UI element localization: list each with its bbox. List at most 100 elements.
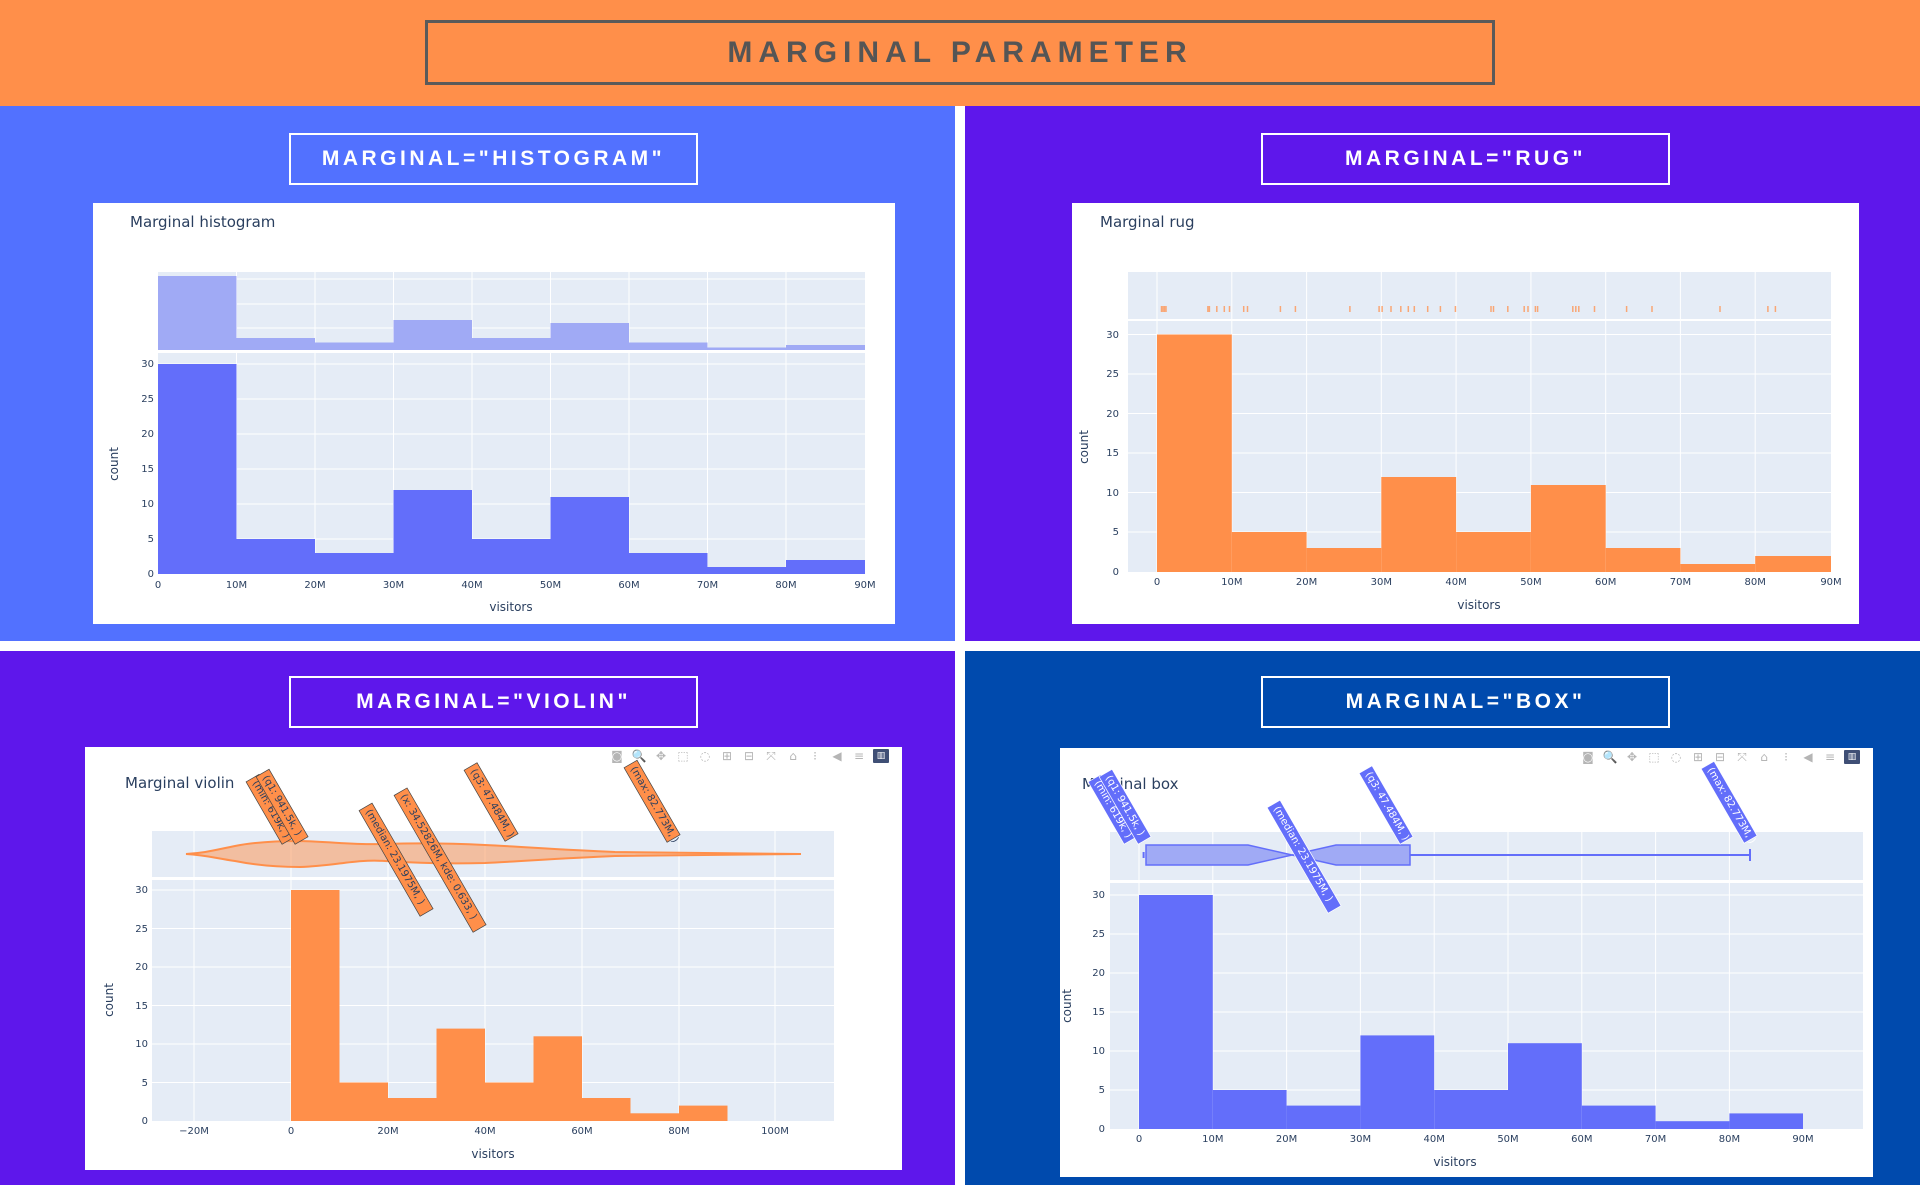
box-select-icon[interactable]: ⬚: [1648, 750, 1660, 764]
hover-compare-icon[interactable]: ≡: [853, 749, 865, 763]
svg-text:50M: 50M: [1520, 577, 1541, 588]
svg-text:0: 0: [148, 569, 154, 580]
pan-icon[interactable]: ✥: [655, 749, 667, 763]
box-plot[interactable]: [1142, 844, 1751, 866]
svg-text:80M: 80M: [775, 580, 796, 591]
svg-text:(q3: 47.484M, ): (q3: 47.484M, ): [468, 767, 516, 839]
svg-text:30M: 30M: [383, 580, 404, 591]
y-axis-ticks: 0 5 10 15 20 25 30: [141, 359, 154, 580]
zoom-icon[interactable]: 🔍: [1602, 750, 1618, 764]
rug-chart[interactable]: 0 5 10 15 20 25 30 0 10M 20M 30M 40M 50M 60M 70M 80…: [1072, 203, 1859, 624]
rug-label: MARGINAL="RUG": [1345, 147, 1586, 170]
x-axis-ticks: −20M 0 20M 40M 60M 80M 100M: [179, 1126, 789, 1137]
pan-icon[interactable]: ✥: [1626, 750, 1638, 764]
svg-text:10M: 10M: [1202, 1134, 1223, 1145]
svg-text:0: 0: [288, 1126, 294, 1137]
box-select-icon[interactable]: ⬚: [677, 749, 689, 763]
histogram-bars[interactable]: [291, 890, 728, 1121]
y-axis-ticks: 0 5 10 15 20 25 30: [135, 885, 148, 1127]
svg-text:15: 15: [1106, 448, 1119, 459]
svg-text:60M: 60M: [1571, 1134, 1592, 1145]
svg-text:0: 0: [1099, 1124, 1105, 1135]
svg-text:25: 25: [1092, 929, 1105, 940]
zoom-out-icon[interactable]: ⊟: [743, 749, 755, 763]
violin-chart[interactable]: 0 5 10 15 20 25 30 −20M 0 20M 40M 60M 80M 100M vis…: [85, 747, 902, 1170]
svg-text:30: 30: [1092, 890, 1105, 901]
svg-text:10: 10: [1092, 1046, 1105, 1057]
lasso-select-icon[interactable]: ◌: [1670, 750, 1682, 764]
svg-text:80M: 80M: [1719, 1134, 1740, 1145]
svg-text:10: 10: [1106, 488, 1119, 499]
plotly-logo-icon[interactable]: ▥: [873, 749, 889, 763]
autoscale-icon[interactable]: ⤧: [766, 749, 776, 763]
histogram-label-box: MARGINAL="HISTOGRAM": [289, 133, 698, 185]
x-axis-ticks: 0 10M 20M 30M 40M 50M 60M 70M 80M 90M: [1154, 577, 1842, 588]
svg-text:10M: 10M: [226, 580, 247, 591]
histogram-bars[interactable]: [158, 364, 865, 574]
hover-compare-icon[interactable]: ≡: [1824, 750, 1836, 764]
histogram-chart-card: Marginal histogram: [93, 203, 895, 624]
histogram-label: MARGINAL="HISTOGRAM": [321, 147, 666, 170]
svg-text:70M: 70M: [1670, 577, 1691, 588]
rug-marks[interactable]: [1160, 306, 1777, 312]
violin-chart-card: ◙ 🔍 ✥ ⬚ ◌ ⊞ ⊟ ⤧ ⌂ ⁝ ◀ ≡ ▥ Marginal violi…: [85, 747, 902, 1170]
zoom-in-icon[interactable]: ⊞: [1692, 750, 1704, 764]
box-chart[interactable]: 0 5 10 15 20 25 30 0 10M 20M 30M 40M 50M 60M 70M 80…: [1060, 748, 1873, 1177]
svg-text:50M: 50M: [540, 580, 561, 591]
camera-icon[interactable]: ◙: [611, 749, 623, 763]
svg-text:20: 20: [141, 429, 154, 440]
zoom-out-icon[interactable]: ⊟: [1714, 750, 1726, 764]
y-axis-label: count: [102, 983, 116, 1017]
svg-text:20M: 20M: [1296, 577, 1317, 588]
svg-text:15: 15: [141, 464, 154, 475]
svg-text:25: 25: [135, 924, 148, 935]
svg-text:0: 0: [1154, 577, 1160, 588]
x-axis-label: visitors: [489, 600, 532, 614]
svg-text:30: 30: [1106, 330, 1119, 341]
histogram-chart[interactable]: 0 5 10 15 20 25 30 0 10M 20M 30M 40M 50M 60M 70M 80…: [93, 203, 895, 624]
reset-axes-icon[interactable]: ⌂: [1760, 750, 1768, 764]
rug-label-box: MARGINAL="RUG": [1261, 133, 1670, 185]
x-axis-ticks: 0 10M 20M 30M 40M 50M 60M 70M 80M 90M: [155, 580, 876, 591]
svg-text:60M: 60M: [618, 580, 639, 591]
zoom-in-icon[interactable]: ⊞: [721, 749, 733, 763]
reset-axes-icon[interactable]: ⌂: [789, 749, 797, 763]
svg-text:20: 20: [1092, 968, 1105, 979]
lasso-select-icon[interactable]: ◌: [699, 749, 711, 763]
violin-shape[interactable]: [185, 839, 802, 869]
violin-label: MARGINAL="VIOLIN": [356, 690, 631, 713]
svg-text:80M: 80M: [1745, 577, 1766, 588]
svg-text:30: 30: [135, 885, 148, 896]
autoscale-icon[interactable]: ⤧: [1737, 750, 1747, 764]
svg-text:30M: 30M: [1350, 1134, 1371, 1145]
svg-text:90M: 90M: [1792, 1134, 1813, 1145]
box-label: MARGINAL="BOX": [1345, 690, 1586, 713]
rug-chart-card: Marginal rug: [1072, 203, 1859, 624]
svg-text:0: 0: [1136, 1134, 1142, 1145]
svg-text:70M: 70M: [697, 580, 718, 591]
hover-closest-icon[interactable]: ◀: [832, 749, 842, 763]
page-header: MARGINAL PARAMETER: [0, 0, 1920, 106]
svg-text:40M: 40M: [474, 1126, 495, 1137]
y-axis-ticks: 0 5 10 15 20 25 30: [1092, 890, 1105, 1135]
svg-text:0: 0: [142, 1116, 148, 1127]
svg-text:5: 5: [1113, 527, 1119, 538]
svg-text:5: 5: [142, 1078, 148, 1089]
svg-text:60M: 60M: [1595, 577, 1616, 588]
zoom-icon[interactable]: 🔍: [631, 749, 647, 763]
x-axis-label: visitors: [1433, 1155, 1476, 1169]
x-axis-label: visitors: [471, 1147, 514, 1161]
svg-text:−20M: −20M: [179, 1126, 209, 1137]
histogram-bars[interactable]: [1139, 895, 1803, 1129]
histogram-bars[interactable]: [1157, 334, 1831, 573]
y-axis-label: count: [1060, 989, 1074, 1023]
spike-lines-icon[interactable]: ⁝: [1784, 750, 1788, 764]
svg-text:90M: 90M: [854, 580, 875, 591]
plotly-logo-icon[interactable]: ▥: [1844, 750, 1860, 764]
svg-text:15: 15: [135, 1001, 148, 1012]
camera-icon[interactable]: ◙: [1582, 750, 1594, 764]
hover-closest-icon[interactable]: ◀: [1803, 750, 1813, 764]
spike-lines-icon[interactable]: ⁝: [813, 749, 817, 763]
svg-text:10: 10: [135, 1039, 148, 1050]
hover-label-q3: (q3: 47.484M, ): [463, 762, 519, 842]
